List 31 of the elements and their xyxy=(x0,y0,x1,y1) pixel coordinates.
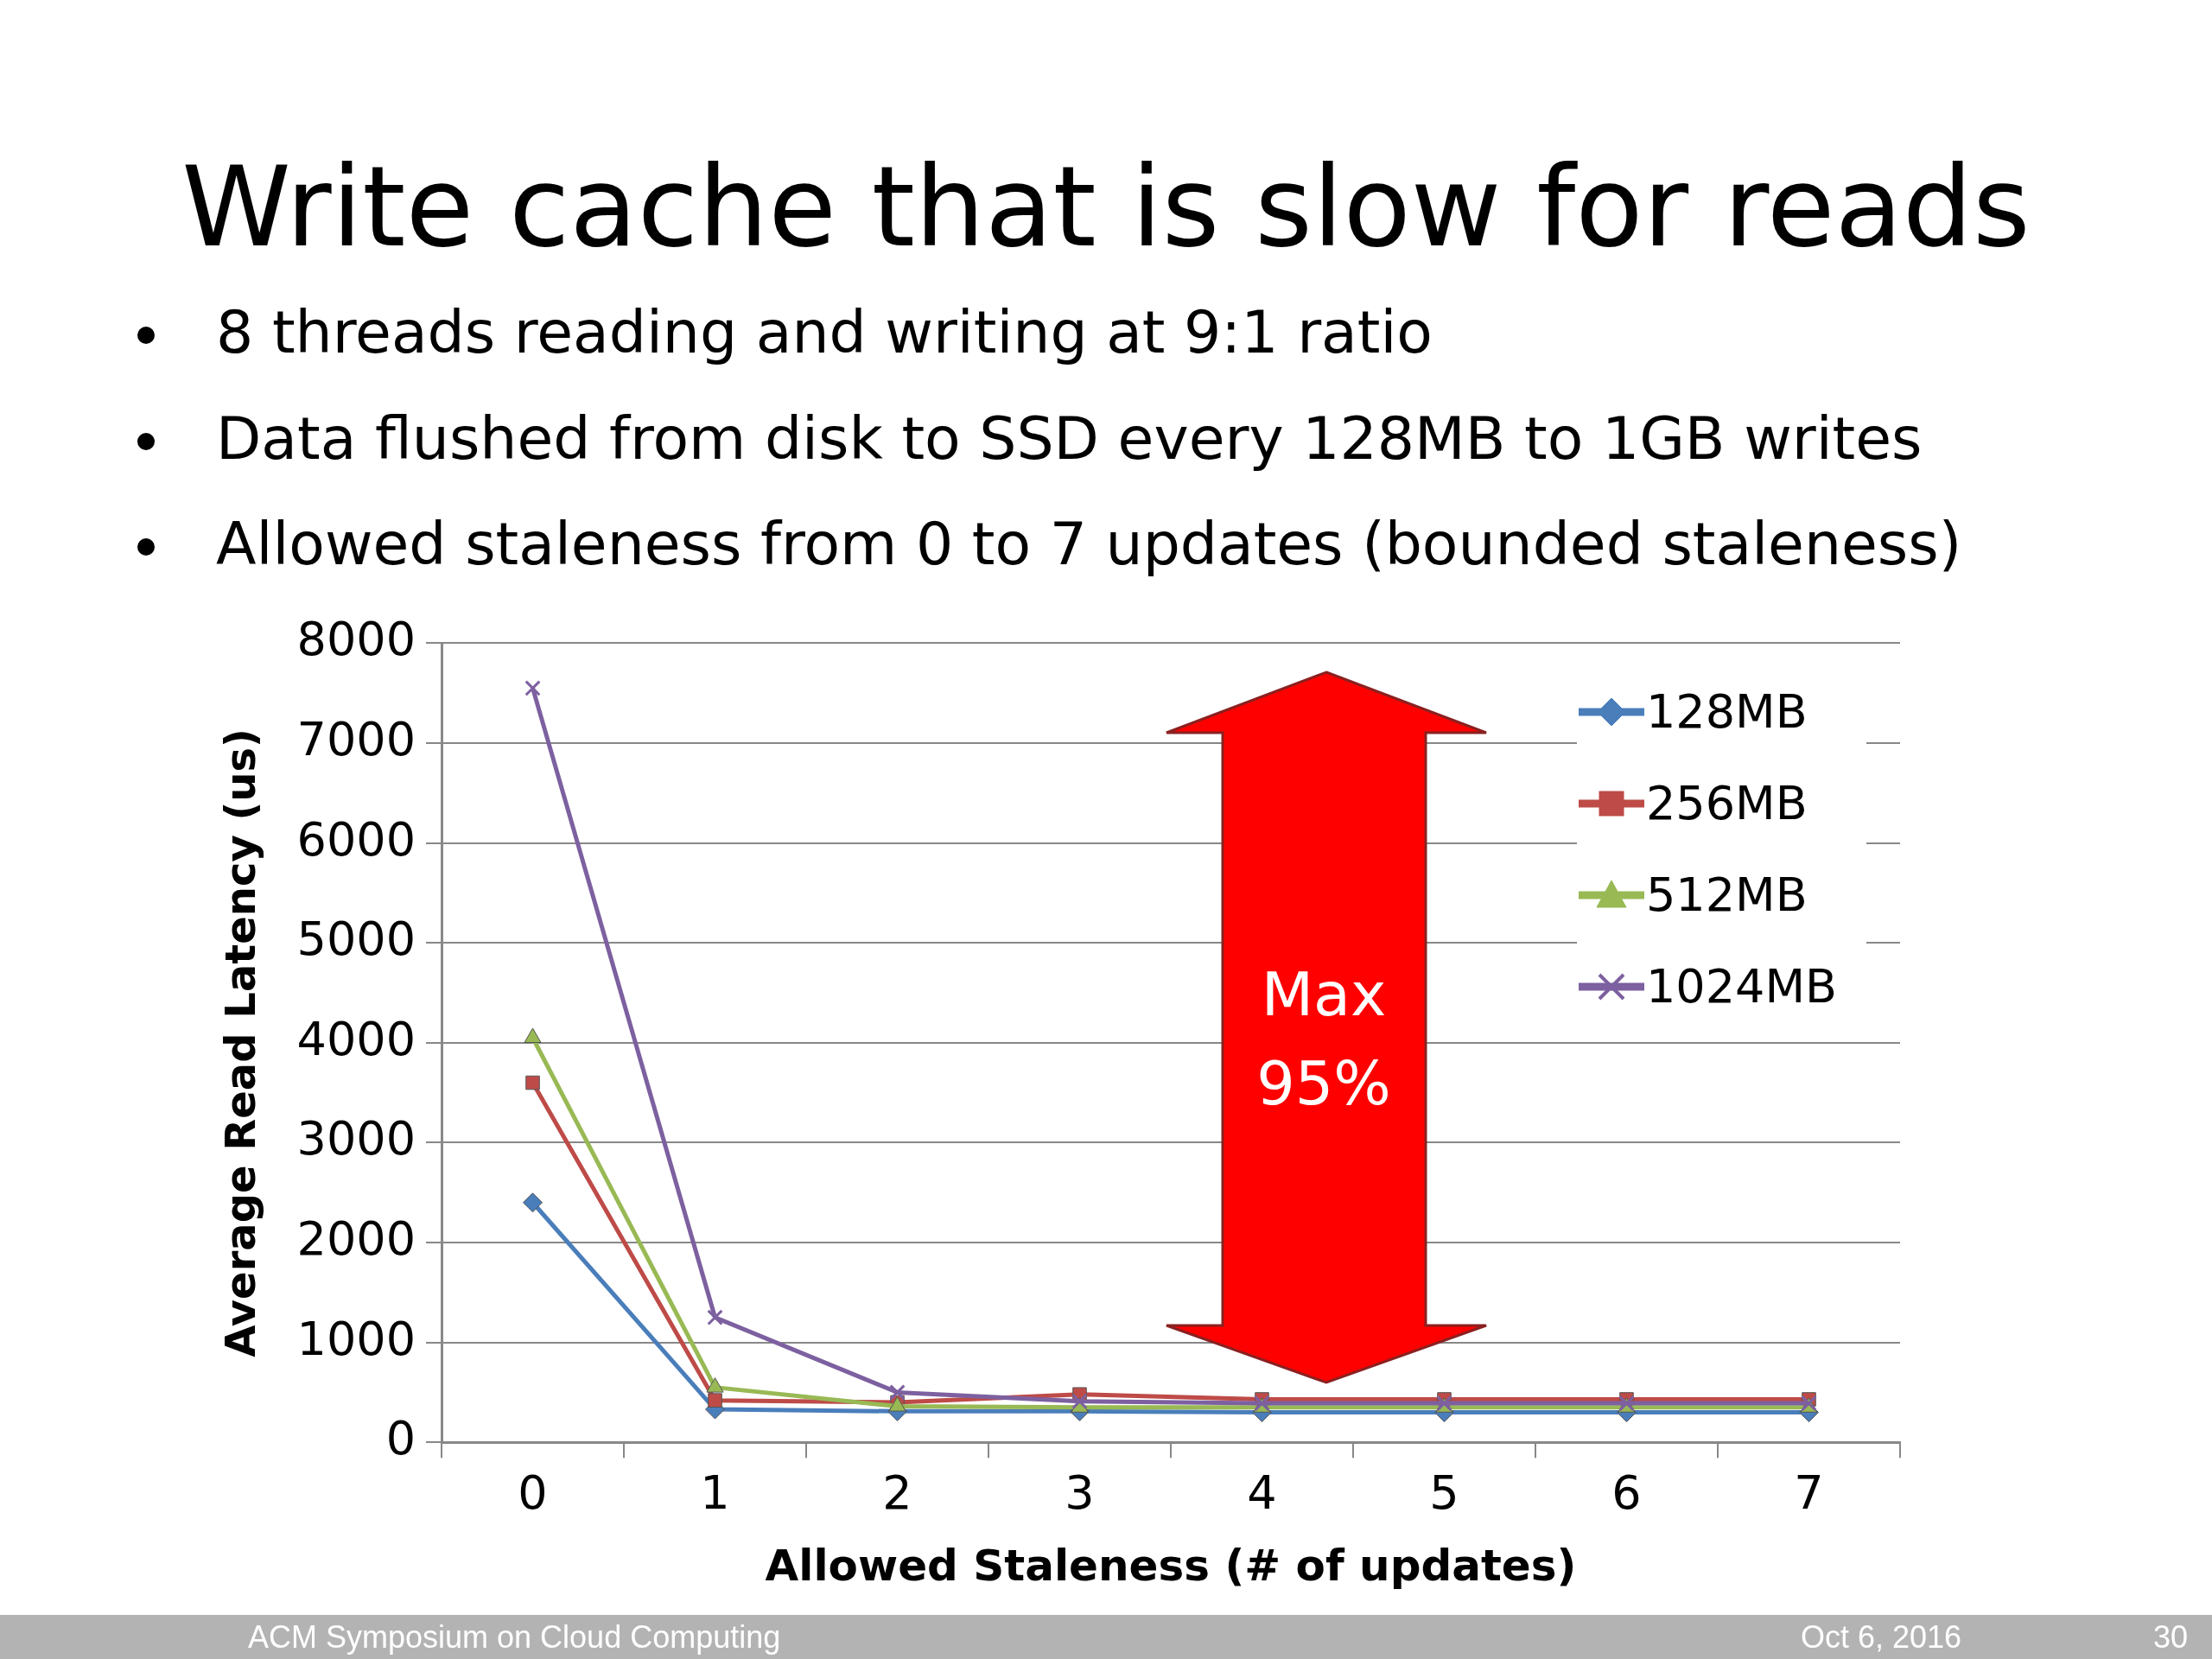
y-tick-label: 5000 xyxy=(296,912,416,967)
chart-title: Write cache that is slow for reads xyxy=(181,143,2031,271)
legend-label: 256MB xyxy=(1646,776,1808,830)
y-tick-label: 0 xyxy=(385,1411,416,1466)
legend-label: 512MB xyxy=(1646,868,1808,922)
text: 8 threads reading and writing at 9:1 ratio xyxy=(216,298,1433,366)
y-tick-label: 8000 xyxy=(296,612,416,667)
y-tick-label: 7000 xyxy=(296,712,416,767)
x-tick-label: 1 xyxy=(700,1465,730,1520)
y-tick-label: 6000 xyxy=(296,811,416,867)
x-tick-label: 2 xyxy=(882,1465,912,1520)
legend-label: 1024MB xyxy=(1646,959,1838,1014)
text: Data flushed from disk to SSD every 128MB to 1GB writes xyxy=(216,404,1923,473)
text: ACM Symposium on Cloud Computing xyxy=(248,1619,781,1656)
x-tick-label: 6 xyxy=(1611,1465,1642,1520)
legend-label: 128MB xyxy=(1646,684,1808,739)
x-tick-label: 0 xyxy=(518,1465,548,1520)
text: 30 xyxy=(2152,1619,2188,1656)
x-tick-label: 3 xyxy=(1065,1465,1095,1520)
text: Allowed staleness from 0 to 7 updates (bounded staleness) xyxy=(216,510,1962,578)
x-tick-label: 4 xyxy=(1247,1465,1277,1520)
text: Oct 6, 2016 xyxy=(1800,1619,1961,1656)
y-tick-label: 3000 xyxy=(296,1111,416,1166)
y-tick-label: 2000 xyxy=(296,1211,416,1267)
x-tick-label: 7 xyxy=(1794,1465,1824,1520)
y-tick-label: 1000 xyxy=(296,1311,416,1366)
x-tick-label: 5 xyxy=(1429,1465,1459,1520)
x-axis-title: Allowed Staleness (# of updates) xyxy=(765,1540,1577,1591)
y-axis-title: Average Read Latency (us) xyxy=(216,728,265,1357)
annotation: Max 95% xyxy=(1255,958,1392,1121)
y-tick-label: 4000 xyxy=(296,1011,416,1066)
